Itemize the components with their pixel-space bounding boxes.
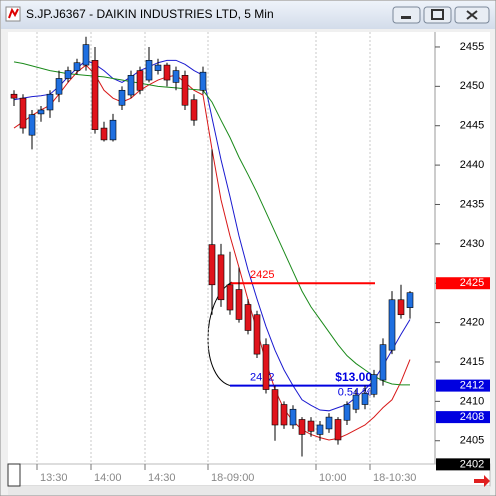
y-tick-label: 2445 — [460, 120, 484, 132]
candle-body — [361, 393, 369, 405]
candle-body — [370, 374, 378, 395]
candle-body — [118, 89, 126, 106]
candle-body — [199, 71, 207, 91]
candle-body — [379, 344, 387, 381]
app-icon — [5, 6, 21, 22]
moving-average-line — [13, 61, 410, 386]
y-tick-label: 2440 — [460, 159, 484, 171]
candle-body — [190, 99, 198, 121]
price-tag-label: 2412 — [460, 380, 484, 392]
chart: 13:30 14:00 14:30 18-09:00 10:00 18-10:30 2405… — [10, 32, 484, 484]
candle-body — [55, 78, 63, 95]
candle-body — [163, 64, 171, 81]
candle-body — [127, 75, 135, 96]
candle-body — [280, 404, 288, 426]
scroll-arrow[interactable] — [474, 475, 490, 487]
price-tag — [436, 458, 490, 471]
horizontal-line-label: 2412 — [250, 372, 274, 384]
x-tick-label: 13:30 — [40, 472, 68, 484]
horizontal-line-label: 2425 — [250, 269, 274, 281]
candle-body — [28, 114, 36, 136]
y-tick-label: 2455 — [460, 41, 484, 53]
candle-body — [388, 299, 396, 351]
close-button[interactable] — [454, 6, 490, 24]
candle-body — [181, 75, 189, 106]
price-tag-label: 2402 — [460, 458, 484, 470]
price-tag-label: 2425 — [460, 277, 484, 289]
candle-body — [37, 109, 45, 115]
candle-body — [262, 344, 270, 390]
candle-body — [289, 408, 297, 426]
candle-body — [154, 64, 162, 71]
candle-body — [397, 299, 405, 316]
price-tag — [436, 379, 490, 392]
y-tick-label: 2410 — [460, 395, 484, 407]
price-tag — [436, 411, 490, 424]
candle-body — [343, 404, 351, 421]
candle-body — [208, 244, 216, 286]
candle-body — [235, 289, 243, 320]
x-tick-label: 14:30 — [148, 472, 176, 484]
candle-body — [226, 284, 234, 311]
candle-body — [82, 44, 90, 66]
x-tick-label: 18-10:30 — [373, 472, 416, 484]
y-tick-label: 2420 — [460, 317, 484, 329]
candle-body — [136, 70, 144, 91]
candle-body — [406, 292, 414, 308]
x-tick-label: 14:00 — [94, 472, 122, 484]
price-tag — [436, 277, 490, 290]
maximize-button[interactable] — [423, 6, 452, 24]
candle-body — [316, 424, 324, 435]
candle-body — [100, 127, 108, 141]
y-tick-label: 2435 — [460, 198, 484, 210]
candle-body — [172, 70, 180, 83]
candle-body — [253, 314, 261, 355]
candle-body — [91, 60, 99, 130]
horizontal-line-note: $13.00 — [335, 370, 372, 384]
y-tick-label: 2450 — [460, 80, 484, 92]
candle-body — [217, 254, 225, 301]
candle-body — [64, 70, 72, 79]
candle-body — [352, 394, 360, 410]
candle-body — [325, 416, 333, 430]
scrollbar[interactable] — [7, 463, 490, 495]
y-tick-label: 2405 — [460, 435, 484, 447]
candle-body — [307, 420, 315, 432]
candle-body — [46, 93, 54, 111]
candle-body — [73, 62, 81, 71]
candle-body — [334, 419, 342, 441]
candle-body — [271, 389, 279, 426]
price-axis — [435, 32, 490, 464]
candle-body — [19, 97, 27, 129]
candle-body — [10, 93, 18, 99]
y-tick-label: 2430 — [460, 238, 484, 250]
x-tick-label: 18-09:00 — [211, 472, 254, 484]
price-tag-label: 2408 — [460, 411, 484, 423]
minimize-button[interactable] — [392, 6, 421, 24]
x-tick-label: 10:00 — [319, 472, 347, 484]
window-title: S.JP.J6367 - DAIKIN INDUSTRIES LTD, 5 Mi… — [26, 7, 274, 21]
y-tick-label: 2415 — [460, 356, 484, 368]
candle-body — [145, 60, 153, 81]
candle-body — [244, 304, 252, 331]
candle-body — [298, 419, 306, 435]
candle-body — [109, 119, 117, 141]
